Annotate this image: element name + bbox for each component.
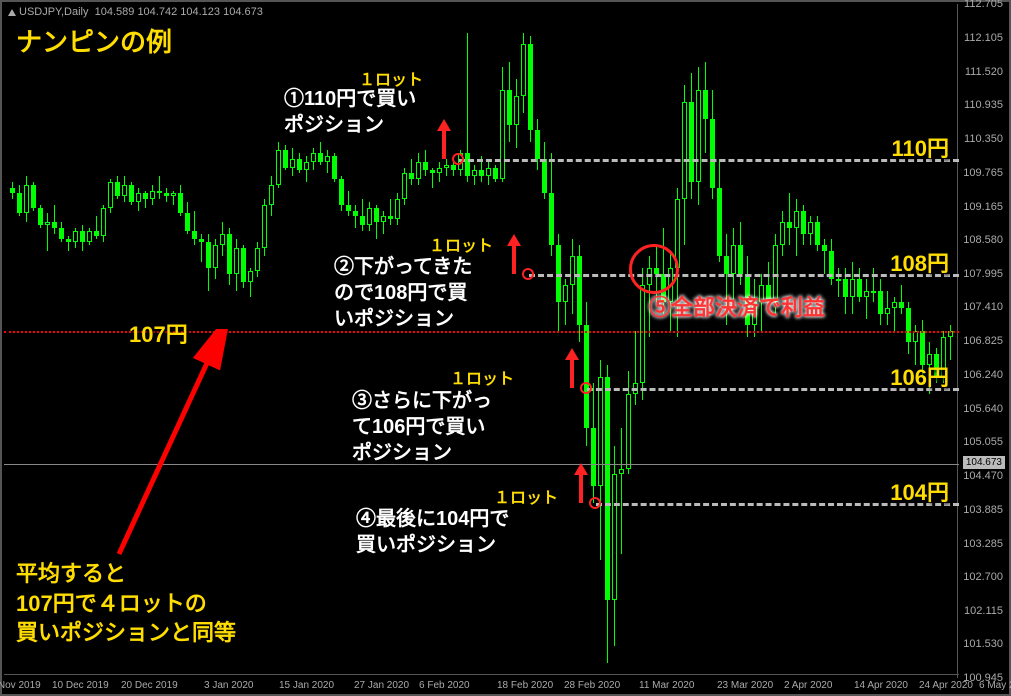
lot-label-2: １ロット: [429, 232, 493, 256]
entry-marker-1: [452, 153, 464, 165]
summary-text: 平均すると107円で４ロットの買いポジションと同等: [16, 559, 236, 648]
lot-label-4: １ロット: [494, 484, 558, 508]
entry-marker-4: [589, 497, 601, 509]
arrow-icon: [437, 119, 451, 159]
annotation-3: ③さらに下がって106円で買いポジション: [352, 388, 492, 466]
annotation-2: ②下がってきたので108円で買いポジション: [334, 254, 472, 332]
annotation-4: ④最後に104円で買いポジション: [356, 506, 509, 558]
avg-label: 107円: [129, 317, 188, 349]
level-label-110: 110円: [892, 131, 950, 163]
price-scale[interactable]: 104.673 112.705112.105111.520110.935110.…: [957, 4, 1007, 678]
annotation-1: ①110円で買いポジション: [284, 86, 416, 138]
time-scale[interactable]: 28 Nov 201910 Dec 201920 Dec 20193 Jan 2…: [4, 674, 959, 692]
entry-marker-3: [580, 382, 592, 394]
profit-circle: [629, 244, 679, 294]
level-label-108: 108円: [890, 246, 949, 278]
level-label-106: 106円: [890, 360, 949, 392]
annotation-5: ⑤全部決済で利益: [649, 294, 825, 323]
symbol-info: USDJPY,Daily 104.589 104.742 104.123 104…: [8, 6, 263, 18]
arrow-icon: [574, 463, 588, 503]
entry-marker-2: [522, 268, 534, 280]
current-price-box: 104.673: [963, 456, 1005, 469]
level-label-104: 104円: [890, 475, 949, 507]
summary-arrow-icon: [104, 329, 244, 559]
chart-title: ナンピンの例: [16, 22, 172, 59]
chart-area[interactable]: USDJPY,Daily 104.589 104.742 104.123 104…: [4, 4, 959, 678]
arrow-icon: [565, 348, 579, 388]
lot-label-3: １ロット: [450, 365, 514, 389]
arrow-icon: [507, 234, 521, 274]
